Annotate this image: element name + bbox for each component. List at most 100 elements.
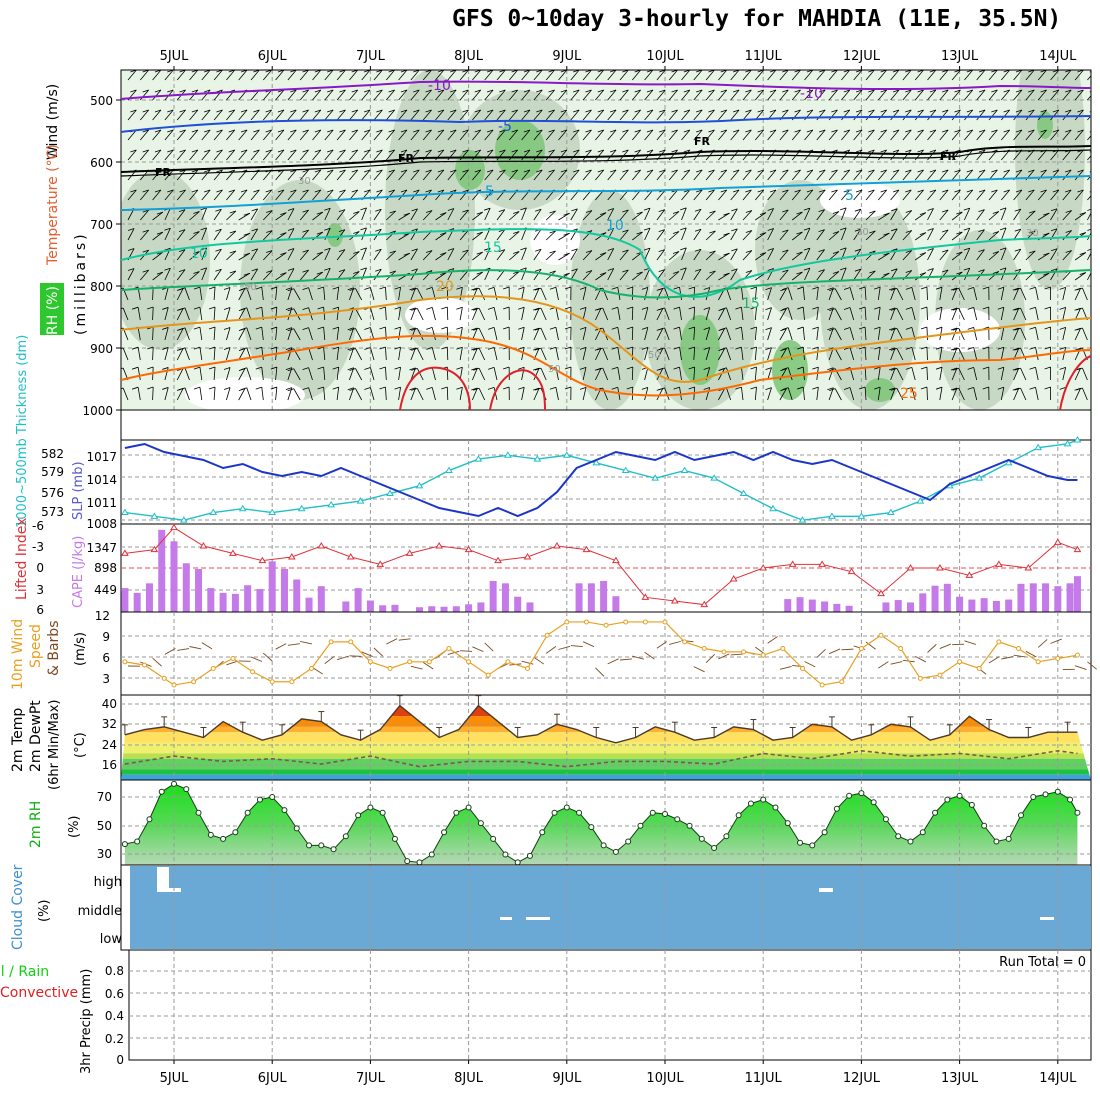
wind-barb: [176, 348, 184, 361]
wind-barb: [755, 252, 767, 261]
wind-barb-flag: [287, 268, 295, 271]
wind-barb-flag: [673, 326, 680, 330]
wind-barb-flag: [796, 231, 803, 235]
wind-barb: [361, 129, 371, 141]
wind-barb: [496, 229, 506, 241]
wind-barb-flag: [302, 269, 309, 273]
wind-barb-flag: [338, 209, 346, 213]
wind-barb: [447, 89, 457, 101]
wind-barb: [693, 268, 702, 281]
wind-barb: [681, 129, 691, 141]
wind-barb-flag: [549, 326, 557, 330]
wind-barb-flag: [927, 228, 934, 231]
wind-barb-flag: [720, 169, 727, 173]
wind-barb: [540, 347, 547, 361]
wind-barb: [1020, 307, 1027, 321]
wind-barb: [841, 149, 851, 161]
wind-barb: [484, 642, 494, 652]
wind-barb-flag: [982, 306, 989, 310]
wind-barb-flag: [338, 229, 346, 233]
wind-barb-flag: [935, 386, 943, 390]
thickness-line-point: [533, 455, 542, 462]
wind-barb: [152, 70, 162, 81]
wind-barb-flag: [317, 286, 324, 290]
thickness-line-point: [445, 466, 453, 474]
wind-barb: [679, 327, 682, 341]
wind-barb-flag: [363, 169, 371, 173]
cape-bar: [244, 585, 252, 612]
wind-barb-flag: [560, 129, 567, 133]
wind-barb-flag: [708, 189, 715, 193]
wind-barb: [484, 248, 491, 261]
wind-barb-flag: [1076, 387, 1083, 391]
wind-barb-flag: [440, 272, 447, 276]
wind-barb: [152, 149, 162, 161]
wind-barb-flag: [413, 89, 420, 93]
cape-bar: [182, 563, 190, 612]
wind-barb: [533, 129, 543, 141]
wind-barb: [323, 327, 326, 341]
thickness-line-point: [150, 512, 159, 519]
wind-barb-flag: [1087, 208, 1091, 211]
wind-barb-flag: [533, 287, 540, 291]
wind-barb: [877, 70, 887, 81]
wind-barb-flag: [351, 189, 358, 193]
wind-barb: [447, 70, 457, 81]
rh-line-point: [858, 790, 865, 797]
wind-barb-flag: [191, 70, 198, 73]
wind-barb-flag: [966, 169, 973, 173]
wind-barb: [730, 228, 738, 241]
wind-barb: [262, 89, 272, 101]
wind-barb: [1062, 210, 1072, 221]
wind-barb-flag: [843, 189, 850, 193]
wind-barb: [312, 251, 324, 261]
wind-barb: [373, 149, 383, 161]
wind-barb-flag: [403, 212, 410, 216]
wind-barb: [927, 228, 934, 241]
wind-barb-flag: [827, 287, 834, 291]
wind-barb-flag: [290, 189, 297, 193]
wind-barb-flag: [511, 129, 518, 133]
wind-barb: [398, 129, 408, 141]
wind-barb: [263, 270, 273, 281]
wind-barb-flag: [548, 89, 555, 93]
wind-barb: [644, 129, 654, 141]
wind-speed-line-point: [898, 646, 904, 652]
wind-barb: [246, 327, 252, 341]
wind-barb: [804, 169, 814, 181]
wind-barb: [545, 129, 555, 141]
wind-barb: [287, 189, 297, 201]
wind-barb: [472, 287, 478, 301]
wind-barb-flag: [347, 387, 354, 391]
wind-barb-flag: [942, 169, 949, 173]
wind-barb-flag: [780, 348, 787, 352]
rh-line-point: [306, 842, 313, 849]
wind-barb: [201, 189, 211, 201]
wind-barb: [299, 149, 309, 161]
wind-barb-flag: [673, 346, 680, 350]
pressure-axis: 500 600 700 800 900 1000: [82, 94, 113, 418]
cape-bar: [1005, 599, 1013, 612]
thickness-line-point: [857, 512, 866, 519]
wind-barb: [1074, 252, 1086, 261]
rh-line-point: [232, 829, 239, 836]
wind-barb-flag: [503, 286, 510, 290]
lifted-index-line-point: [523, 553, 532, 560]
wind-barb: [693, 169, 703, 181]
wind-barb-flag: [456, 366, 463, 370]
wind-barb: [853, 109, 863, 121]
wind-barb: [595, 70, 605, 81]
wind-barb: [385, 169, 395, 181]
wind-barb: [951, 231, 963, 241]
wind-barb: [976, 149, 986, 161]
rh-axis-label: 2m RH: [28, 801, 44, 848]
wind-barb-flag: [534, 287, 542, 291]
wind-barb-flag: [339, 189, 346, 193]
wind-barb: [1013, 387, 1020, 401]
wind-barb: [877, 189, 887, 201]
wind-barb: [398, 89, 408, 101]
wind-barb-flag: [732, 129, 740, 133]
thickness-line-point: [297, 504, 306, 512]
cloud-gap: [526, 917, 550, 920]
lifted-index-line-point: [788, 560, 797, 567]
